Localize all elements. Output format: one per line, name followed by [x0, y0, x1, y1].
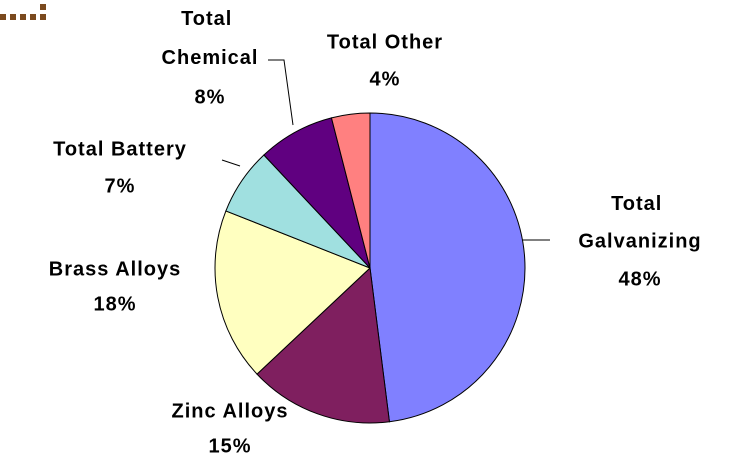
value-label: 7% [105, 175, 136, 197]
category-label: Total Other [327, 31, 443, 53]
value-label: 4% [370, 68, 401, 90]
leader-line [268, 59, 294, 126]
pie-slice [369, 112, 526, 423]
value-label: 15% [208, 435, 251, 457]
pie-slice [330, 112, 371, 269]
category-label: Brass Alloys [49, 258, 181, 280]
category-label: Total Chemical [162, 8, 259, 69]
category-label: Total Galvanizing [578, 193, 701, 253]
value-label: 48% [618, 268, 661, 290]
value-label: 18% [93, 293, 136, 315]
corner-decoration [0, 4, 46, 20]
value-label: 8% [195, 86, 226, 108]
category-label: Zinc Alloys [172, 400, 289, 422]
pie-slice [214, 210, 371, 375]
pie-slice [256, 266, 390, 424]
category-label: Total Battery [53, 138, 187, 160]
leader-line [221, 159, 241, 167]
